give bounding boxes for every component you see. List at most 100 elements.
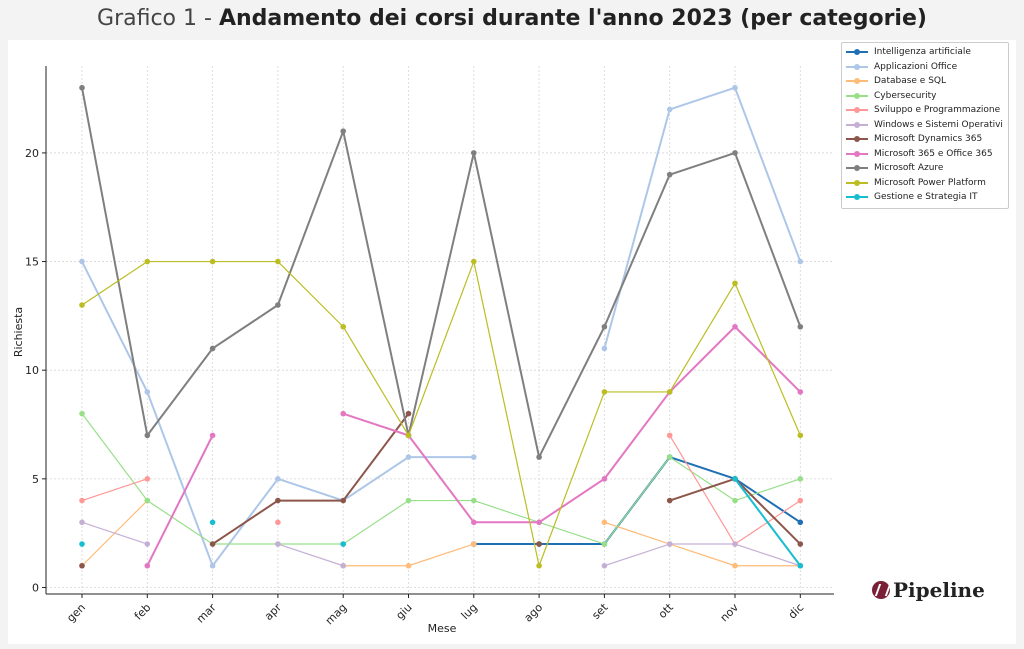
legend-item: Cybersecurity	[846, 89, 1004, 104]
data-point	[340, 497, 347, 504]
data-point	[797, 258, 804, 265]
data-point	[144, 541, 151, 547]
data-point	[340, 128, 347, 134]
data-point	[340, 410, 347, 417]
legend-swatch	[846, 121, 868, 129]
legend-label: Applicazioni Office	[874, 61, 958, 72]
series-layer	[79, 84, 804, 569]
series-line	[81, 413, 801, 545]
legend-label: Intelligenza artificiale	[874, 47, 971, 58]
legend-label: Gestione e Strategia IT	[874, 192, 978, 203]
series-line	[81, 521, 148, 545]
data-point	[79, 410, 85, 417]
series-line	[604, 521, 801, 567]
legend-swatch	[846, 135, 868, 143]
data-point	[79, 519, 85, 526]
data-point	[144, 562, 151, 569]
x-tick-label: ott	[656, 600, 677, 621]
legend-item: Gestione e Strategia IT	[846, 190, 1004, 205]
legend-item: Intelligenza artificiale	[846, 45, 1004, 60]
data-point	[144, 258, 151, 265]
data-point	[340, 323, 347, 330]
legend-item: Windows e Sistemi Operativi	[846, 118, 1004, 133]
x-tick-label: feb	[132, 601, 154, 623]
data-point	[79, 562, 85, 569]
data-point	[144, 389, 151, 395]
data-point	[601, 476, 608, 482]
data-point	[666, 541, 673, 547]
legend-item: Applicazioni Office	[846, 60, 1004, 75]
y-tick-label: 0	[32, 581, 39, 594]
data-point	[601, 562, 608, 569]
series-line	[603, 86, 802, 349]
legend-swatch	[846, 150, 868, 158]
data-point	[275, 519, 281, 526]
series-line	[277, 543, 344, 567]
data-point	[732, 84, 738, 91]
data-point	[732, 497, 738, 504]
data-point	[797, 389, 804, 395]
data-point	[601, 389, 608, 395]
data-point	[405, 497, 412, 504]
x-tick-label: mag	[323, 601, 349, 627]
data-point	[144, 476, 151, 482]
x-tick-label: apr	[262, 601, 284, 623]
series-2	[79, 497, 804, 569]
data-point	[275, 258, 281, 265]
data-point	[79, 497, 85, 504]
data-point	[797, 323, 804, 330]
data-point	[275, 541, 281, 547]
series-line	[146, 434, 214, 567]
legend-label: Microsoft 365 e Office 365	[874, 148, 993, 159]
data-point	[471, 258, 477, 265]
legend-item: Microsoft Dynamics 365	[846, 132, 1004, 147]
series-6	[79, 410, 804, 569]
data-point	[144, 432, 151, 439]
legend-swatch	[846, 164, 868, 172]
data-point	[471, 454, 477, 460]
chart-title-main: Andamento dei corsi durante l'anno 2023 …	[218, 6, 927, 31]
data-point	[666, 432, 673, 439]
y-axis-label: Richiesta	[12, 307, 25, 357]
series-8	[79, 84, 804, 460]
x-tick-label: mar	[194, 601, 219, 626]
series-4	[79, 432, 804, 547]
y-tick-label: 20	[25, 147, 39, 160]
data-point	[732, 476, 738, 482]
grid	[46, 66, 834, 594]
series-3	[79, 410, 804, 547]
data-point	[275, 476, 281, 482]
data-point	[79, 258, 85, 265]
x-tick-label: ago	[522, 601, 546, 625]
data-point	[666, 106, 673, 113]
legend-item: Microsoft Azure	[846, 161, 1004, 176]
x-tick-label: giu	[393, 601, 414, 622]
data-point	[79, 302, 85, 308]
data-point	[144, 497, 151, 504]
data-point	[471, 497, 477, 504]
series-9	[79, 258, 804, 569]
legend-label: Windows e Sistemi Operativi	[874, 119, 1003, 130]
x-axis-label: Mese	[428, 622, 457, 635]
legend-label: Sviluppo e Programmazione	[874, 105, 1001, 116]
series-1	[79, 84, 804, 569]
series-line	[81, 87, 802, 459]
series-line	[81, 478, 148, 502]
data-point	[732, 150, 738, 156]
y-tick-label: 5	[32, 473, 39, 486]
legend-swatch	[846, 106, 868, 114]
pipeline-logo: Pipeline	[872, 578, 985, 602]
legend-swatch	[846, 48, 868, 56]
data-point	[340, 562, 347, 569]
series-line	[604, 543, 801, 567]
data-point	[666, 497, 673, 504]
data-point	[209, 541, 216, 547]
data-point	[536, 562, 542, 569]
data-point	[471, 150, 477, 156]
legend-swatch	[846, 77, 868, 85]
data-point	[79, 541, 85, 547]
data-point	[340, 541, 347, 547]
y-tick-label: 10	[25, 364, 39, 377]
legend-label: Microsoft Azure	[874, 163, 944, 174]
data-point	[209, 562, 216, 569]
